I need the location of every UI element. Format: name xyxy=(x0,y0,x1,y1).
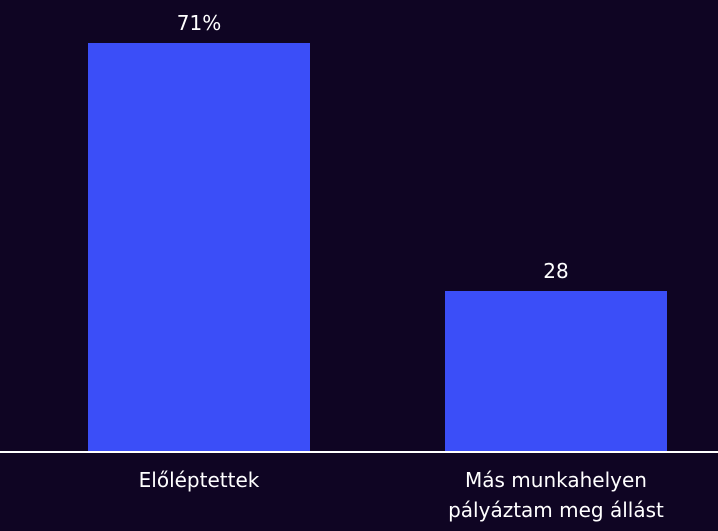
data-label: 28 xyxy=(543,258,569,283)
bar xyxy=(445,290,667,452)
x-tick-label: Előléptettek xyxy=(138,468,260,492)
data-label: 71% xyxy=(176,11,222,35)
baseline xyxy=(0,451,718,453)
x-tick-label: Más munkahelyen pályáztam meg állást xyxy=(448,468,664,522)
bar xyxy=(88,43,310,452)
